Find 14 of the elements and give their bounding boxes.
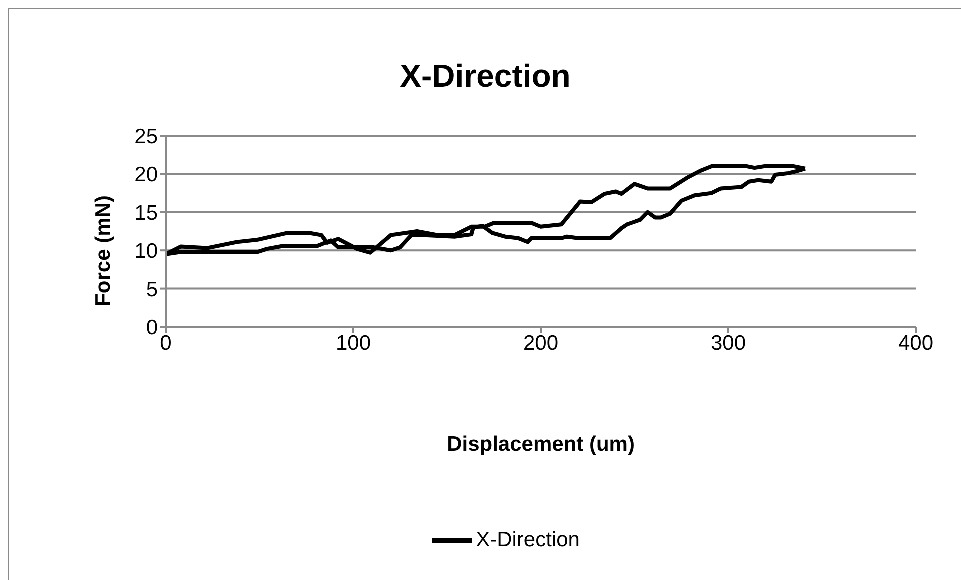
y-axis-title: Force (mN) — [92, 196, 116, 306]
y-tick-label: 10 — [134, 240, 158, 264]
chart-title: X-Direction — [399, 58, 572, 95]
legend-label: X-Direction — [476, 528, 580, 552]
x-tick-label: 400 — [898, 332, 934, 355]
x-tick-label: 300 — [710, 332, 746, 355]
x-tick-label: 100 — [336, 332, 372, 355]
x-axis-title: Displacement (um) — [446, 433, 636, 457]
x-tick-label: 200 — [523, 332, 559, 355]
y-tick-label: 5 — [146, 278, 158, 302]
y-tick-label: 20 — [134, 164, 158, 187]
y-tick-label: 15 — [134, 202, 158, 225]
y-tick-label: 0 — [146, 316, 158, 340]
y-tick-label: 25 — [134, 125, 158, 148]
